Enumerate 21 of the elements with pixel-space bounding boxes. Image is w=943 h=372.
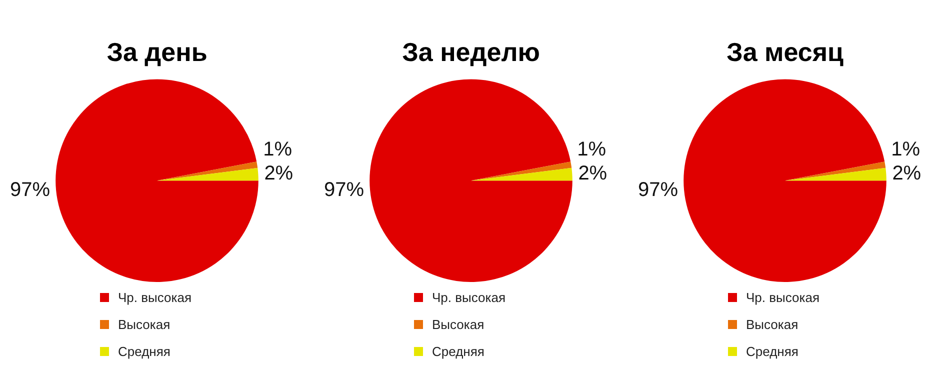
- data-label: 97%: [638, 179, 678, 202]
- legend-label: Чр. высокая: [746, 290, 820, 305]
- chart-title: За месяц: [726, 36, 844, 67]
- data-label: 2%: [578, 162, 608, 184]
- data-label: 1%: [891, 138, 920, 160]
- legend-label: Средняя: [118, 344, 170, 359]
- data-label: 1%: [263, 138, 292, 160]
- legend-label: Средняя: [432, 344, 484, 359]
- legend-label: Высокая: [432, 317, 484, 332]
- data-label: 2%: [264, 162, 294, 184]
- chart-title: За неделю: [402, 36, 540, 67]
- chart-title: За день: [106, 36, 208, 67]
- legend-label: Средняя: [746, 344, 798, 359]
- legend-label: Чр. высокая: [432, 290, 506, 305]
- data-label: 97%: [10, 179, 50, 202]
- data-label: 1%: [577, 138, 606, 160]
- data-label: 2%: [892, 162, 922, 184]
- data-label: 97%: [324, 179, 364, 202]
- legend-label: Чр. высокая: [118, 290, 192, 305]
- legend-label: Высокая: [118, 317, 170, 332]
- legend-label: Высокая: [746, 317, 798, 332]
